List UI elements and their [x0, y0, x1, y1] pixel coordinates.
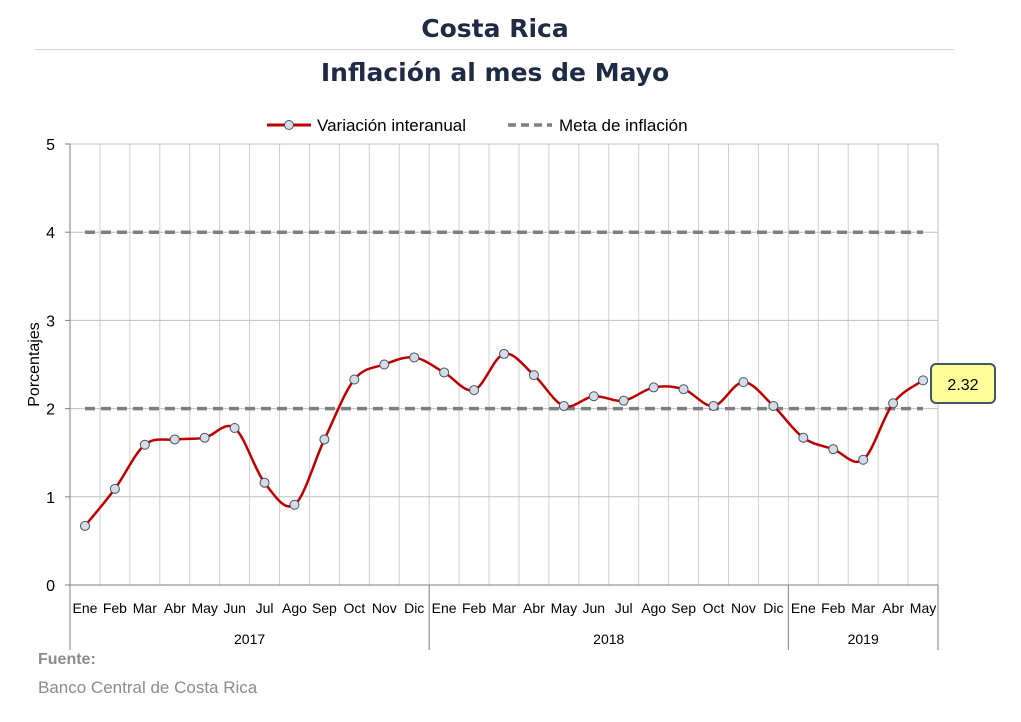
- y-axis-label: Porcentajes: [26, 322, 43, 407]
- x-tick-label: Ago: [282, 600, 307, 616]
- data-point: [888, 398, 899, 409]
- x-tick-label: Jul: [615, 600, 633, 616]
- x-tick-label: Feb: [821, 600, 845, 616]
- year-label: 2018: [593, 631, 624, 647]
- data-point: [289, 499, 300, 510]
- x-tick-label: Oct: [703, 600, 725, 616]
- x-tick-label: Jun: [223, 600, 246, 616]
- data-point: [469, 385, 480, 396]
- plot-area: [69, 143, 939, 586]
- x-tick-label: Sep: [312, 600, 337, 616]
- x-tick-label: Feb: [103, 600, 127, 616]
- data-point: [139, 439, 150, 450]
- x-tick-label: Nov: [731, 600, 756, 616]
- x-tick-label: Ene: [791, 600, 816, 616]
- chart-title: Costa Rica: [421, 14, 569, 43]
- x-tick-label: Dic: [404, 600, 424, 616]
- data-point: [768, 400, 779, 411]
- data-point: [618, 395, 629, 406]
- x-tick-label: Ene: [73, 600, 98, 616]
- y-tick-label: 1: [46, 490, 55, 507]
- data-point: [499, 348, 509, 359]
- x-tick-label: May: [191, 600, 217, 616]
- data-point: [439, 367, 450, 378]
- x-tick-label: Mar: [133, 600, 157, 616]
- data-point: [558, 400, 569, 411]
- x-tick-label: Ene: [432, 600, 457, 616]
- x-tick-label: Nov: [372, 600, 397, 616]
- x-tick-label: Abr: [882, 600, 904, 616]
- data-point: [648, 382, 659, 393]
- title-divider: [34, 49, 954, 50]
- y-tick-label: 0: [46, 578, 55, 595]
- legend-marker-variacion: [284, 120, 294, 130]
- series-line-variacion-interanual: [83, 352, 924, 527]
- data-point: [379, 359, 390, 370]
- year-label: 2017: [234, 631, 265, 647]
- x-tick-label: May: [551, 600, 577, 616]
- last-value-label: 2.32: [947, 377, 978, 394]
- data-point: [738, 377, 749, 388]
- x-tick-label: Abr: [523, 600, 545, 616]
- data-point: [858, 454, 869, 465]
- x-tick-label: Mar: [492, 600, 516, 616]
- data-point: [109, 483, 120, 494]
- year-label: 2019: [848, 631, 879, 647]
- x-tick-label: Mar: [851, 600, 875, 616]
- legend-label-meta: Meta de inflación: [559, 116, 688, 135]
- data-point: [199, 432, 210, 443]
- data-point: [708, 400, 719, 411]
- data-point: [409, 352, 420, 363]
- chart-subtitle: Inflación al mes de Mayo: [320, 58, 670, 87]
- data-point: [828, 444, 839, 455]
- x-tick-label: Abr: [164, 600, 186, 616]
- source-text: Banco Central de Costa Rica: [38, 678, 258, 697]
- source-label: Fuente:: [38, 651, 96, 668]
- y-tick-label: 2: [46, 402, 55, 419]
- data-point: [918, 375, 929, 386]
- x-tick-label: Sep: [671, 600, 696, 616]
- data-point: [229, 423, 240, 434]
- data-point: [588, 391, 599, 402]
- data-point: [79, 520, 90, 531]
- y-tick-label: 3: [46, 313, 55, 330]
- x-tick-label: Dic: [763, 600, 783, 616]
- legend-label-variacion: Variación interanual: [317, 116, 466, 135]
- x-tick-label: Ago: [641, 600, 666, 616]
- y-tick-label: 4: [46, 225, 55, 242]
- data-point: [259, 477, 270, 488]
- x-tick-label: May: [910, 600, 936, 616]
- x-tick-label: Jul: [256, 600, 274, 616]
- data-point: [349, 374, 360, 385]
- data-point: [319, 434, 330, 445]
- data-point: [528, 370, 539, 381]
- x-tick-label: Feb: [462, 600, 486, 616]
- y-tick-label: 5: [46, 137, 55, 154]
- data-point: [678, 384, 689, 395]
- x-tick-label: Oct: [343, 600, 365, 616]
- data-point: [798, 432, 809, 443]
- x-tick-label: Jun: [583, 600, 606, 616]
- data-point: [169, 434, 180, 445]
- last-value-callout: [930, 363, 996, 404]
